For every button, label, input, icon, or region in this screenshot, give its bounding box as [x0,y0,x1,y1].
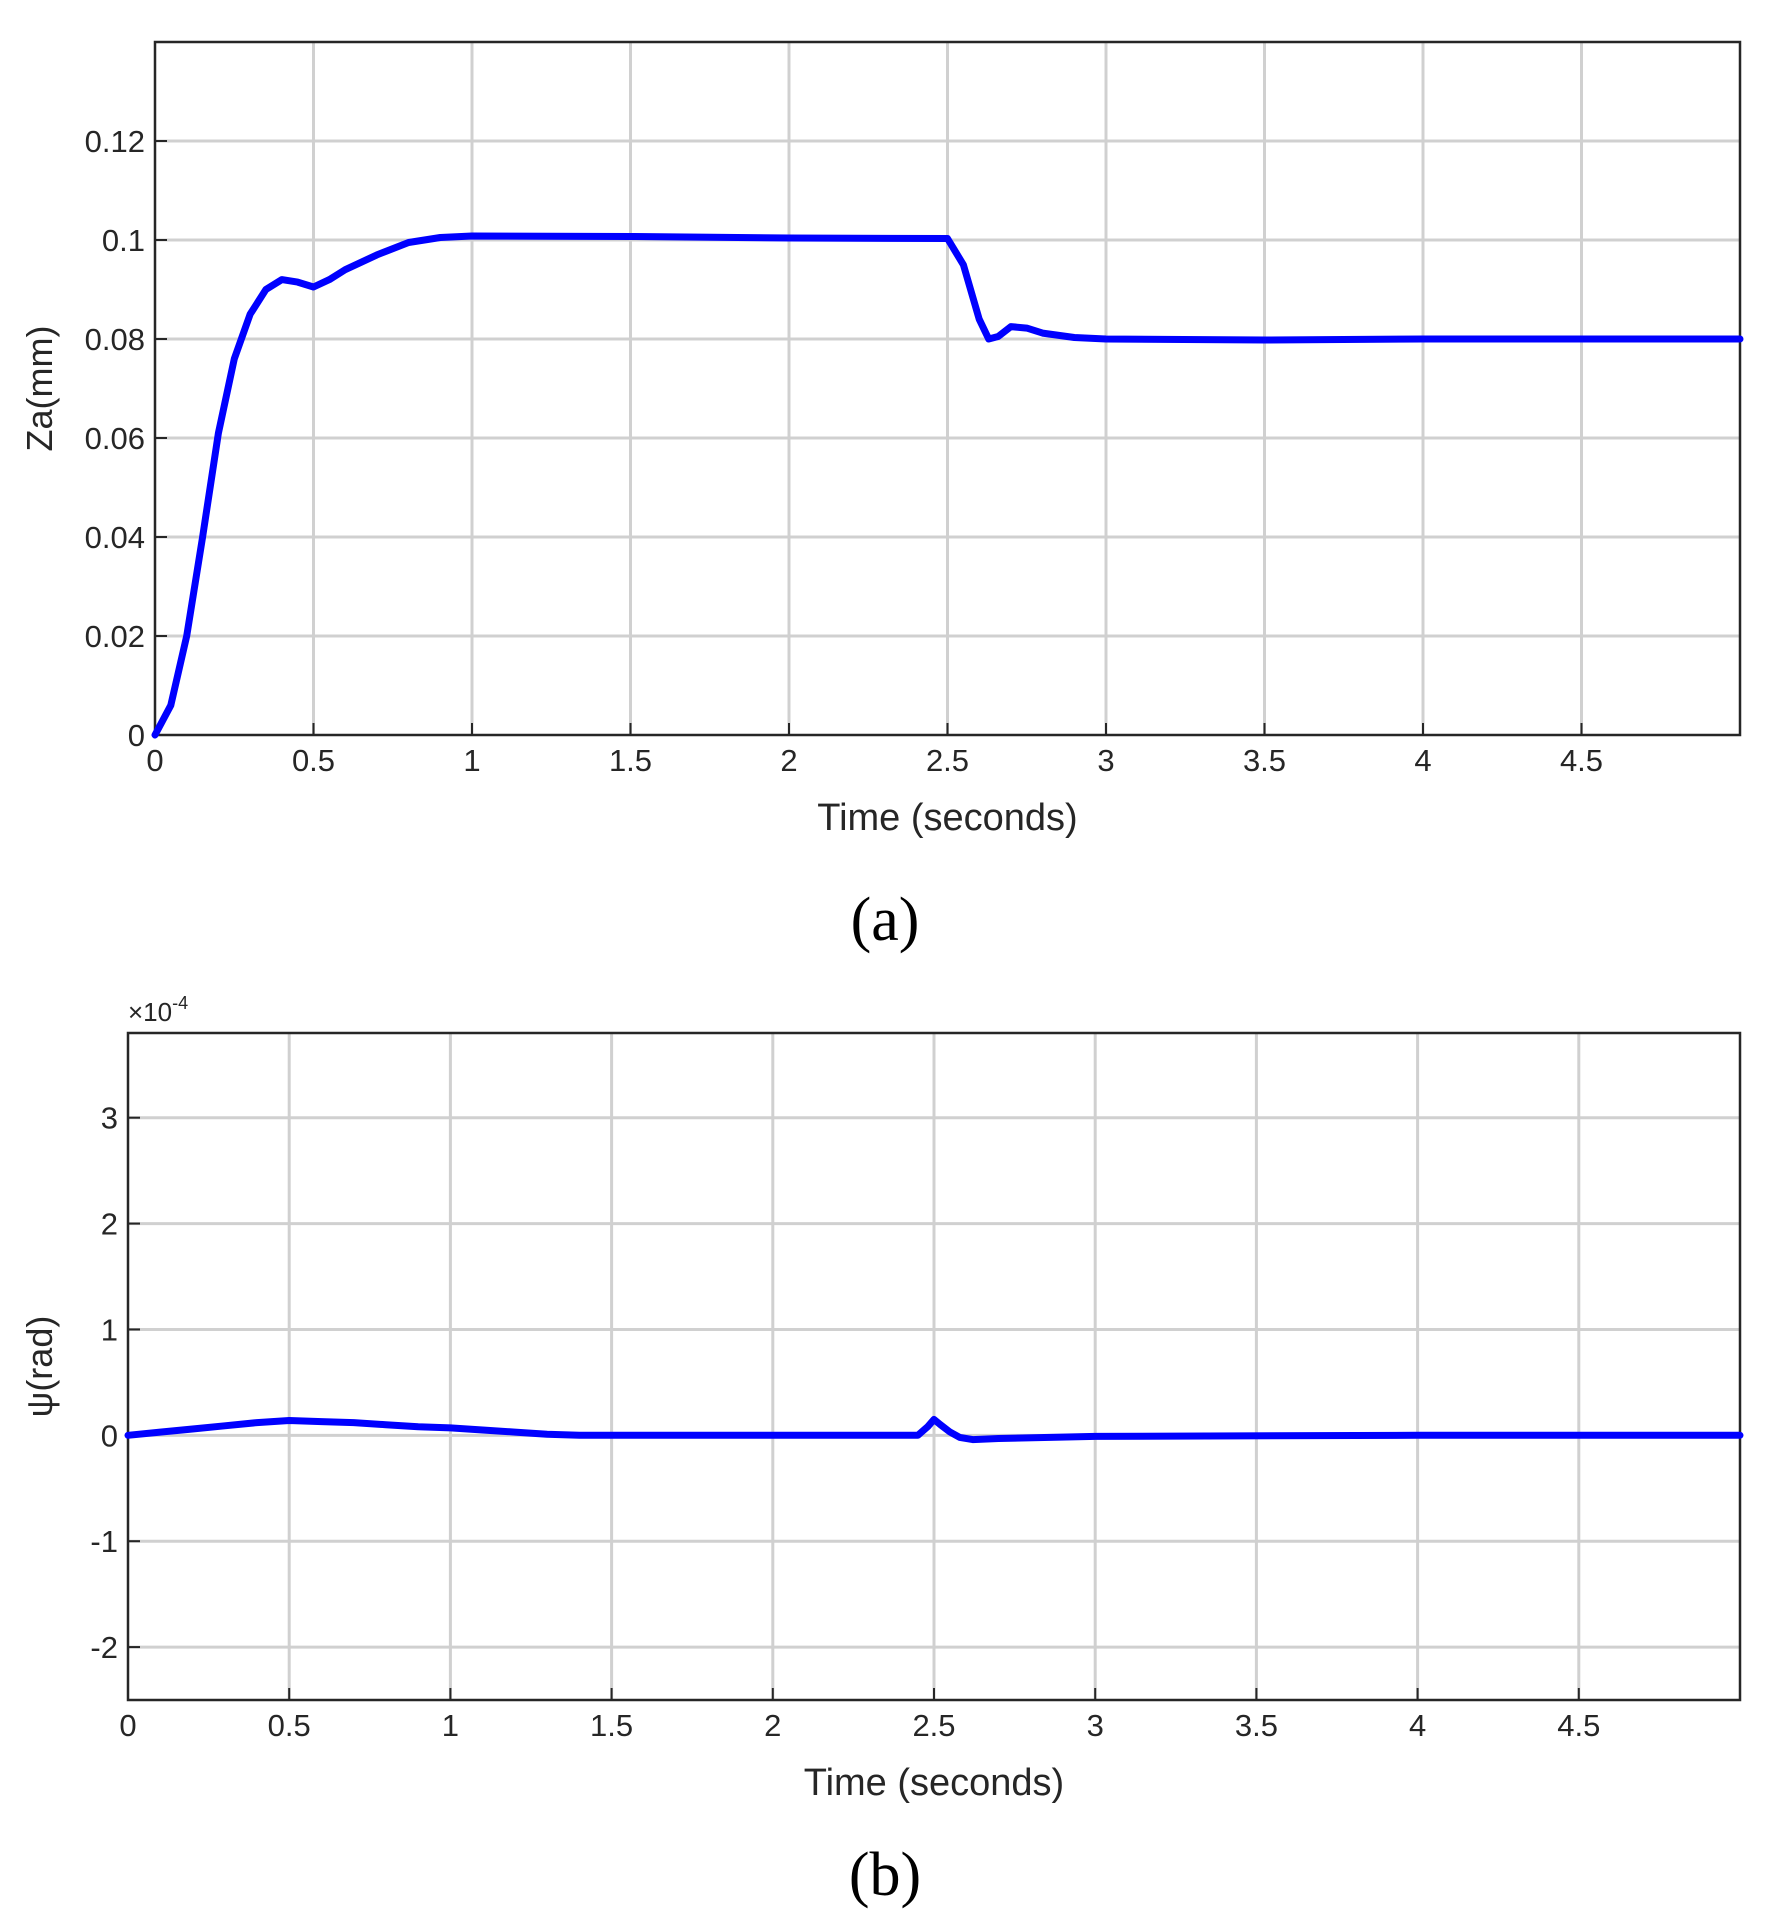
x-axis-label: Time (seconds) [804,1762,1064,1804]
x-axis-label: Time (seconds) [817,797,1077,839]
y-tick-label: 0 [101,1418,118,1453]
x-tick-label: 3 [1097,743,1114,778]
chart-b: 0 0.5 1 1.5 2 2.5 3 3.5 4 4.5 -2 -1 0 1 2 3 Time (second… [19,993,1744,1804]
x-tick-label: 0.5 [292,743,335,778]
x-tick-label: 1.5 [590,1708,633,1743]
y-tick-label: -2 [90,1630,118,1665]
y-tick-label: 3 [101,1101,118,1136]
y-tick-label: 0.06 [85,421,145,456]
series-line [151,232,1744,739]
x-tick-label: 1 [442,1708,459,1743]
y-tick-label: 0 [128,718,145,753]
axes-frame [153,40,1742,737]
x-tick-label: 2 [764,1708,781,1743]
chart-a: 0 0.5 1 1.5 2 2.5 3 3.5 4 4.5 0 0.02 0.04 0.06 0.08 0.1… [19,40,1744,839]
x-tick-label: 2.5 [926,743,969,778]
y-axis-label: Za(mm) [19,326,60,452]
x-tick-label: 0 [146,743,163,778]
panel-a-caption: (a) [850,886,920,954]
y-tick-label: 1 [101,1312,118,1347]
x-tick-label: 1 [463,743,480,778]
x-tick-label: 4.5 [1557,1708,1600,1743]
y-axis-label: ψ(rad) [19,1316,60,1418]
x-tick-label: 0 [119,1708,136,1743]
x-tick-label: 3.5 [1235,1708,1278,1743]
y-tick-label: 0.02 [85,619,145,654]
y-axis-multiplier: ×10-4 [128,993,188,1027]
y-tick-label: 0.1 [102,223,145,258]
y-tick-label: 0.12 [85,124,145,159]
x-tick-label: 1.5 [609,743,652,778]
series-line [124,1415,1744,1444]
x-tick-label: 3 [1087,1708,1104,1743]
x-tick-label: 0.5 [268,1708,311,1743]
y-tick-label: -1 [90,1524,118,1559]
x-tick-label: 4 [1409,1708,1426,1743]
x-tick-label: 3.5 [1243,743,1286,778]
x-tick-label: 2 [780,743,797,778]
y-tick-label: 0.04 [85,520,145,555]
x-tick-label: 4 [1414,743,1431,778]
panel-b-caption: (b) [848,1841,922,1909]
x-tick-label: 2.5 [912,1708,955,1743]
y-tick-label: 2 [101,1207,118,1242]
axes-frame [126,1031,1742,1702]
y-tick-label: 0.08 [85,322,145,357]
x-tick-label: 4.5 [1560,743,1603,778]
